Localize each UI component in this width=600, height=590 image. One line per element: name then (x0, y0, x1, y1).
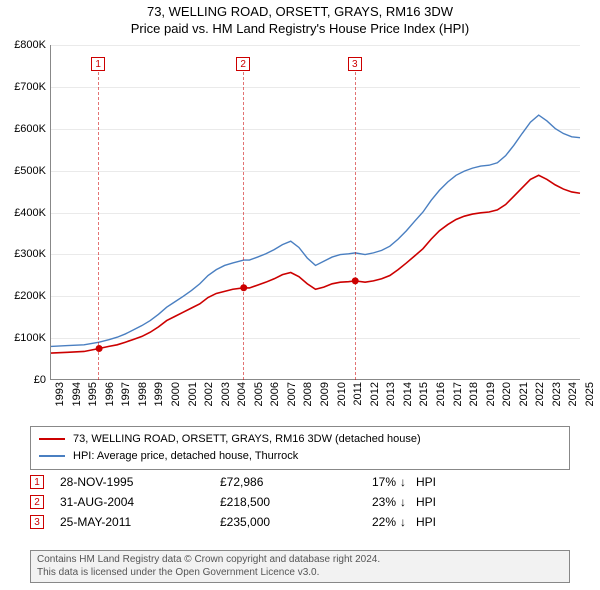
event-marker-flag: 2 (236, 57, 250, 71)
x-tick-label: 1999 (153, 382, 165, 406)
x-tick-label: 2007 (286, 382, 298, 406)
x-tick-label: 2012 (369, 382, 381, 406)
sales-marker-1: 2 (30, 495, 44, 509)
x-tick-label: 2003 (220, 382, 232, 406)
sales-row-1: 2 31-AUG-2004 £218,500 23% ↓ HPI (30, 492, 570, 512)
footer-line-2: This data is licensed under the Open Gov… (37, 567, 563, 580)
x-tick-label: 2000 (170, 382, 182, 406)
legend-swatch-0 (39, 438, 65, 440)
footer-line-1: Contains HM Land Registry data © Crown c… (37, 554, 563, 567)
event-marker-flag: 1 (91, 57, 105, 71)
y-tick-label: £400K (0, 207, 46, 219)
x-tick-label: 2006 (269, 382, 281, 406)
y-tick-label: £100K (0, 332, 46, 344)
event-marker-flag: 3 (348, 57, 362, 71)
y-tick-label: £800K (0, 39, 46, 51)
legend-item-1: HPI: Average price, detached house, Thur… (39, 448, 561, 465)
x-tick-label: 1994 (71, 382, 83, 406)
y-tick-label: £600K (0, 123, 46, 135)
y-tick-label: £500K (0, 165, 46, 177)
legend-item-0: 73, WELLING ROAD, ORSETT, GRAYS, RM16 3D… (39, 431, 561, 448)
sales-row-0: 1 28-NOV-1995 £72,986 17% ↓ HPI (30, 472, 570, 492)
y-tick-label: £0 (0, 374, 46, 386)
chart-svg (51, 45, 580, 379)
y-tick-label: £200K (0, 290, 46, 302)
x-tick-label: 2022 (534, 382, 546, 406)
x-tick-label: 2015 (418, 382, 430, 406)
x-tick-label: 2002 (203, 382, 215, 406)
sales-table: 1 28-NOV-1995 £72,986 17% ↓ HPI 2 31-AUG… (30, 472, 570, 532)
x-tick-label: 1995 (87, 382, 99, 406)
legend-label-1: HPI: Average price, detached house, Thur… (73, 448, 298, 465)
sales-pct-2: 22% (350, 515, 400, 529)
sales-price-0: £72,986 (220, 475, 350, 489)
sales-price-1: £218,500 (220, 495, 350, 509)
sales-marker-2: 3 (30, 515, 44, 529)
title-line-2: Price paid vs. HM Land Registry's House … (0, 21, 600, 38)
x-tick-label: 2019 (485, 382, 497, 406)
x-tick-label: 2010 (336, 382, 348, 406)
sales-marker-0: 1 (30, 475, 44, 489)
title-line-1: 73, WELLING ROAD, ORSETT, GRAYS, RM16 3D… (0, 4, 600, 21)
legend-label-0: 73, WELLING ROAD, ORSETT, GRAYS, RM16 3D… (73, 431, 421, 448)
y-tick-label: £300K (0, 248, 46, 260)
series-hpi (51, 115, 580, 346)
series-price_paid (51, 175, 580, 353)
sales-price-2: £235,000 (220, 515, 350, 529)
x-tick-label: 2018 (468, 382, 480, 406)
x-tick-label: 2004 (236, 382, 248, 406)
chart-plot-area (50, 45, 580, 380)
down-arrow-icon: ↓ (400, 475, 416, 489)
sales-date-1: 31-AUG-2004 (60, 495, 220, 509)
x-tick-label: 1993 (54, 382, 66, 406)
event-marker-vline (243, 72, 244, 380)
x-tick-label: 2011 (352, 382, 364, 406)
x-tick-label: 2005 (253, 382, 265, 406)
sales-suffix-1: HPI (416, 495, 436, 509)
sales-suffix-2: HPI (416, 515, 436, 529)
x-tick-label: 1998 (137, 382, 149, 406)
down-arrow-icon: ↓ (400, 515, 416, 529)
x-tick-label: 2016 (435, 382, 447, 406)
x-tick-label: 2023 (551, 382, 563, 406)
x-tick-label: 2009 (319, 382, 331, 406)
x-tick-label: 1996 (104, 382, 116, 406)
legend-swatch-1 (39, 455, 65, 457)
x-tick-label: 2001 (187, 382, 199, 406)
event-marker-vline (98, 72, 99, 380)
sales-pct-1: 23% (350, 495, 400, 509)
sales-date-2: 25-MAY-2011 (60, 515, 220, 529)
sales-suffix-0: HPI (416, 475, 436, 489)
x-tick-label: 2013 (385, 382, 397, 406)
y-tick-label: £700K (0, 81, 46, 93)
x-tick-label: 2020 (501, 382, 513, 406)
down-arrow-icon: ↓ (400, 495, 416, 509)
x-tick-label: 2024 (567, 382, 579, 406)
x-tick-label: 2021 (518, 382, 530, 406)
footer-attribution: Contains HM Land Registry data © Crown c… (30, 550, 570, 583)
x-tick-label: 2008 (302, 382, 314, 406)
x-tick-label: 2014 (402, 382, 414, 406)
x-tick-label: 2017 (452, 382, 464, 406)
x-tick-label: 2025 (584, 382, 596, 406)
sales-pct-0: 17% (350, 475, 400, 489)
sales-row-2: 3 25-MAY-2011 £235,000 22% ↓ HPI (30, 512, 570, 532)
x-tick-label: 1997 (120, 382, 132, 406)
event-marker-vline (355, 72, 356, 380)
sales-date-0: 28-NOV-1995 (60, 475, 220, 489)
legend: 73, WELLING ROAD, ORSETT, GRAYS, RM16 3D… (30, 426, 570, 470)
chart-title: 73, WELLING ROAD, ORSETT, GRAYS, RM16 3D… (0, 0, 600, 38)
